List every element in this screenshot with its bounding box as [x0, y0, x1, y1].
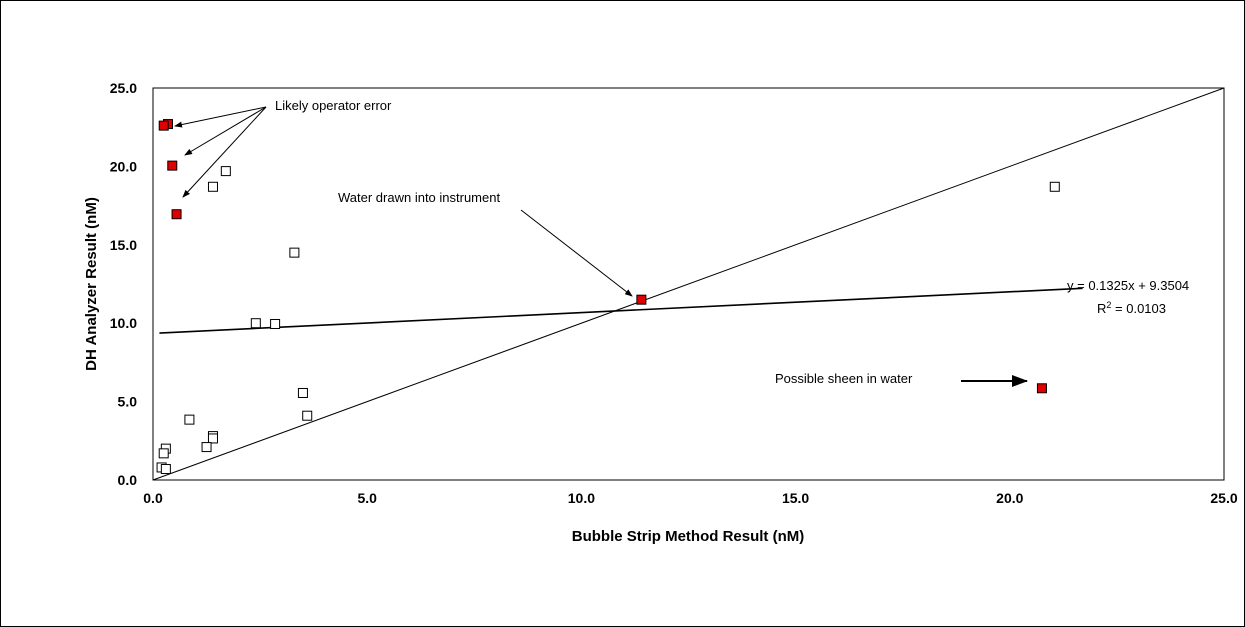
data-point — [250, 318, 261, 329]
y-tick-label: 20.0 — [110, 158, 137, 174]
annotation-operator-error: Likely operator error — [275, 98, 392, 113]
y-tick-label: 0.0 — [118, 472, 138, 488]
data-point — [201, 442, 212, 453]
y-tick-label: 15.0 — [110, 237, 137, 253]
data-point — [158, 448, 169, 459]
axis-ticks: 0.0 5.0 10.0 15.0 20.0 25.0 0.0 5.0 10.0 15.0 20.0… — [110, 80, 1238, 506]
data-point — [302, 410, 313, 421]
data-point — [297, 387, 308, 398]
data-point — [270, 318, 281, 329]
arrow-water-drawn — [520, 209, 633, 297]
x-tick-label: 5.0 — [357, 490, 377, 506]
highlighted-point — [167, 160, 178, 171]
trendline-r-squared: R2 = 0.0103 — [1097, 300, 1166, 316]
x-tick-label: 10.0 — [568, 490, 595, 506]
annotation-water-drawn: Water drawn into instrument — [338, 190, 500, 205]
trendline — [159, 287, 1083, 334]
data-point — [207, 433, 218, 444]
y-axis-title: DH Analyzer Result (nM) — [83, 197, 100, 371]
highlighted-point — [1036, 383, 1047, 394]
highlighted-point — [158, 120, 169, 131]
x-tick-label: 15.0 — [782, 490, 809, 506]
y-tick-label: 5.0 — [118, 394, 138, 410]
data-point — [160, 464, 171, 475]
data-points — [156, 119, 1060, 475]
x-tick-label: 0.0 — [143, 490, 163, 506]
highlighted-point — [171, 209, 182, 220]
arrow-operator-error-3 — [182, 106, 267, 198]
x-tick-label: 20.0 — [996, 490, 1023, 506]
reference-lines — [152, 87, 1225, 481]
y-tick-label: 10.0 — [110, 315, 137, 331]
arrow-operator-error-1 — [174, 106, 267, 128]
data-point — [1049, 181, 1060, 192]
data-point — [220, 166, 231, 177]
data-point — [289, 247, 300, 258]
one-to-one-line — [152, 87, 1225, 481]
data-point — [207, 181, 218, 192]
arrow-operator-error-2 — [184, 106, 267, 156]
x-tick-label: 25.0 — [1210, 490, 1237, 506]
x-axis-title: Bubble Strip Method Result (nM) — [572, 528, 804, 545]
y-tick-label: 25.0 — [110, 80, 137, 96]
trendline-equation: y = 0.1325x + 9.3504 — [1067, 278, 1189, 293]
highlighted-point — [636, 294, 647, 305]
data-point — [184, 414, 195, 425]
annotation-sheen: Possible sheen in water — [775, 371, 913, 386]
